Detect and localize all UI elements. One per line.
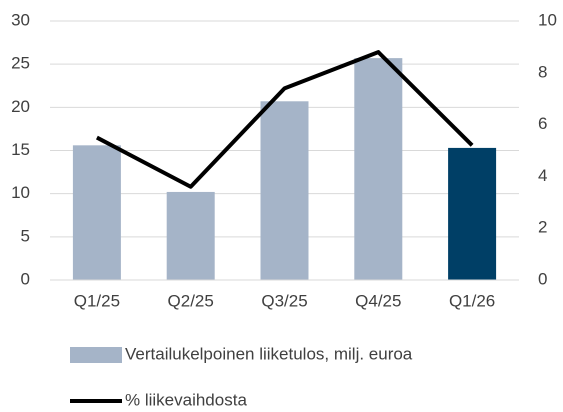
y-tick-label: 30: [11, 10, 30, 29]
legend-label: % liikevaihdosta: [125, 390, 247, 409]
legend-label: Vertailukelpoinen liiketulos, milj. euro…: [125, 344, 413, 363]
legend-swatch: [70, 347, 122, 363]
y2-tick-label: 0: [538, 269, 547, 288]
y-tick-label: 25: [11, 54, 30, 73]
y-tick-label: 0: [21, 269, 30, 288]
line-series: [95, 50, 474, 189]
y2-tick-label: 10: [538, 10, 557, 29]
y2-tick-label: 8: [538, 62, 547, 81]
x-tick-label: Q3/25: [261, 291, 307, 310]
bar: [260, 101, 309, 280]
y-tick-label: 5: [21, 226, 30, 245]
y-tick-label: 20: [11, 97, 30, 116]
x-tick-label: Q1/25: [74, 291, 120, 310]
y2-tick-label: 2: [538, 218, 547, 237]
x-tick-label: Q1/26: [449, 291, 495, 310]
y2-tick-label: 4: [538, 166, 547, 185]
bar: [72, 145, 121, 280]
x-tick-label: Q2/25: [168, 291, 214, 310]
y-tick-label: 15: [11, 140, 30, 159]
bar: [354, 58, 403, 280]
y2-tick-label: 6: [538, 114, 547, 133]
y-tick-label: 10: [11, 183, 30, 202]
x-tick-label: Q4/25: [355, 291, 401, 310]
bar: [166, 191, 215, 280]
bar: [448, 147, 497, 280]
